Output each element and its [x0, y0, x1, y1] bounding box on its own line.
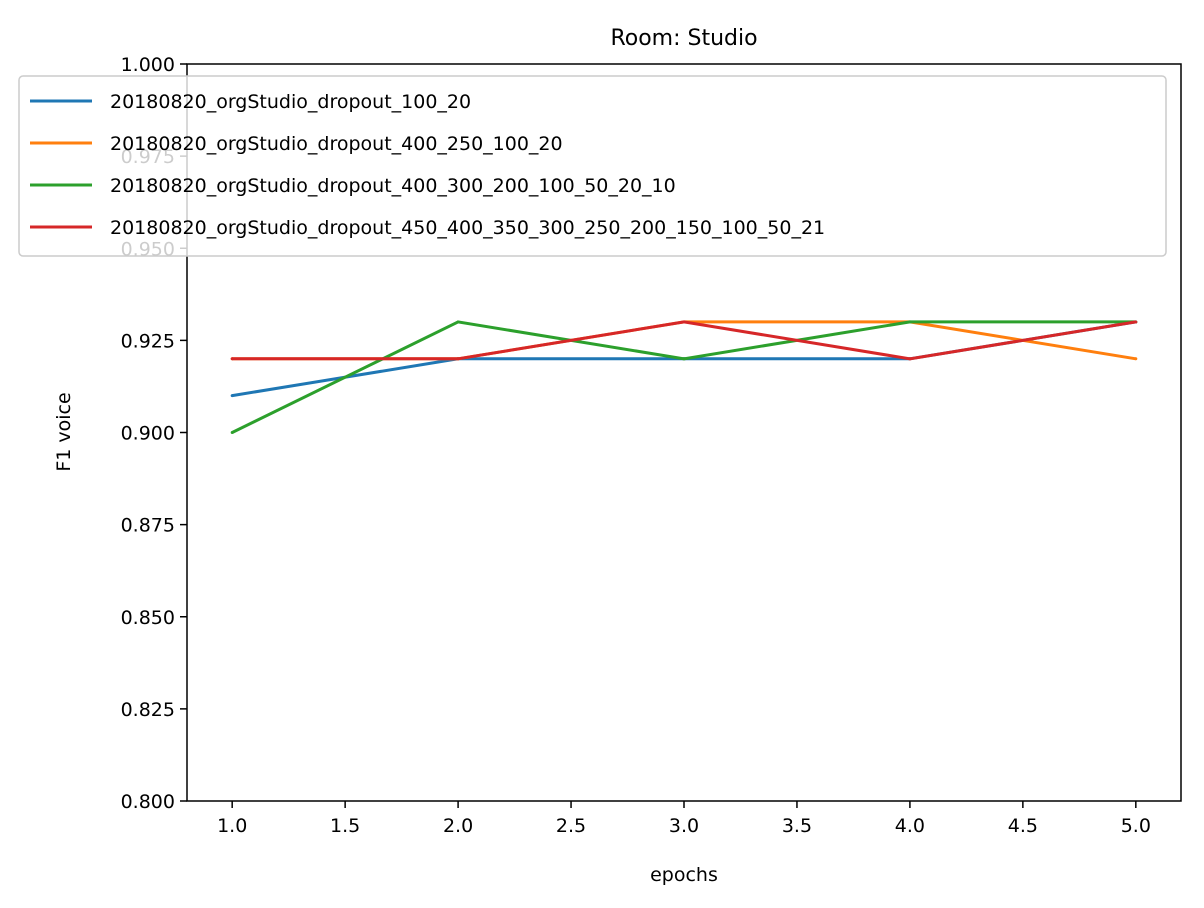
series-point: [456, 357, 460, 361]
y-tick-label: 0.825: [121, 699, 175, 721]
x-tick-label: 4.0: [895, 815, 925, 837]
x-tick-label: 3.0: [669, 815, 699, 837]
x-tick-label: 4.5: [1008, 815, 1038, 837]
series-point: [682, 320, 686, 324]
series-point: [230, 394, 234, 398]
legend-label: 20180820_orgStudio_dropout_400_300_200_1…: [110, 175, 676, 197]
x-axis-label: epochs: [650, 864, 718, 886]
series-point: [456, 320, 460, 324]
legend-label: 20180820_orgStudio_dropout_450_400_350_3…: [110, 217, 825, 239]
legend: 20180820_orgStudio_dropout_100_20 2018082…: [18, 75, 1167, 257]
y-tick-label: 0.925: [121, 330, 175, 352]
x-tick-label: 1.0: [217, 815, 247, 837]
axes-frame: [186, 63, 1182, 802]
y-tick-label: 0.875: [121, 515, 175, 537]
y-tick-label: 0.900: [121, 423, 175, 445]
y-tick-label: 1.000: [121, 54, 175, 76]
legend-frame: [18, 75, 1167, 257]
x-tick-label: 3.5: [782, 815, 812, 837]
legend-label: 20180820_orgStudio_dropout_100_20: [110, 91, 471, 113]
series-point: [230, 431, 234, 434]
x-tick-label: 2.5: [556, 815, 586, 837]
x-tick-label: 2.0: [443, 815, 473, 837]
y-tick-label: 0.850: [121, 607, 175, 629]
series-point: [230, 357, 234, 361]
series-point: [908, 357, 912, 361]
series-point: [682, 357, 686, 361]
series-point: [1134, 320, 1138, 324]
x-tick-label: 1.5: [330, 815, 360, 837]
chart-title: Room: Studio: [610, 26, 757, 51]
x-tick-label: 5.0: [1121, 815, 1151, 837]
y-axis-label: F1 voice: [53, 392, 75, 471]
series-point: [908, 320, 912, 324]
y-tick-label: 0.800: [121, 791, 175, 813]
series-point: [1134, 357, 1138, 361]
legend-label: 20180820_orgStudio_dropout_400_250_100_2…: [110, 133, 563, 155]
